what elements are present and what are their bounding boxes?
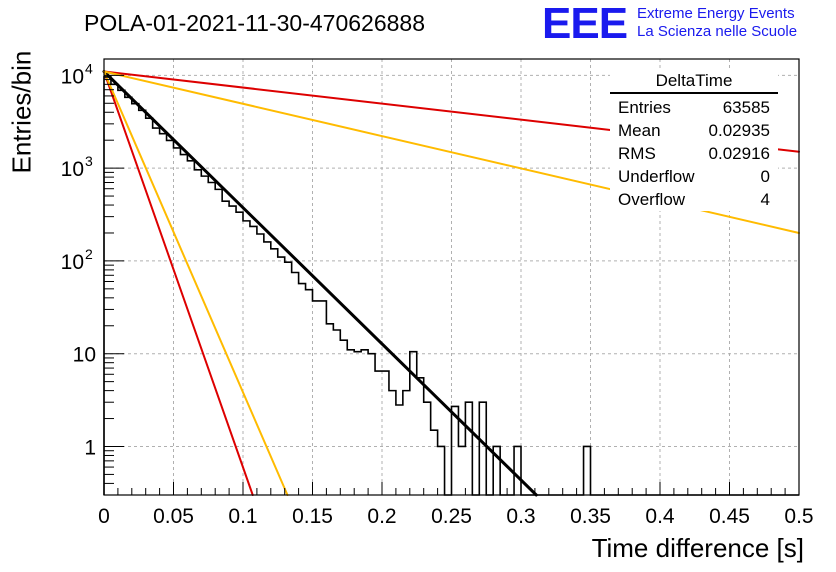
- y-tick-label: 1: [84, 436, 96, 459]
- stats-row: Overflow 4: [610, 188, 778, 211]
- x-tick-label: 0.05: [153, 505, 194, 528]
- x-tick-label: 0.35: [570, 505, 611, 528]
- stats-label: Overflow: [618, 190, 686, 209]
- y-tick-label: 10: [61, 158, 84, 181]
- x-tick-label: 0.45: [709, 505, 750, 528]
- stats-value: 0.02935: [708, 121, 770, 140]
- x-tick-label: 0: [98, 505, 110, 528]
- stats-label: Underflow: [618, 167, 695, 186]
- stats-label: Entries: [618, 98, 671, 117]
- x-axis-label: Time difference [s]: [591, 533, 804, 563]
- x-tick-label: 0.5: [784, 505, 813, 528]
- x-tick-label: 0.1: [228, 505, 257, 528]
- y-tick-exponent: 4: [85, 60, 93, 76]
- stats-row: RMS 0.02916: [610, 142, 778, 165]
- stats-value: 0.02916: [708, 144, 770, 163]
- x-tick-label: 0.25: [431, 505, 472, 528]
- fit-line: [103, 70, 289, 496]
- fit-line: [102, 69, 538, 497]
- x-tick-label: 0.4: [645, 505, 675, 528]
- stats-title: DeltaTime: [610, 70, 778, 94]
- x-tick-label: 0.3: [506, 505, 535, 528]
- y-tick-exponent: 3: [85, 153, 93, 169]
- y-tick-label: 10: [61, 65, 84, 88]
- chart-title: POLA-01-2021-11-30-470626888: [84, 10, 425, 36]
- y-tick-label: 10: [61, 251, 84, 274]
- fit-curves: [102, 69, 800, 497]
- axes: 0 0.05 0.1 0.15 0.2 0.25 0.3 0.35 0.4 0.45 0.5 1 10 1…: [61, 60, 814, 528]
- stats-label: Mean: [618, 121, 661, 140]
- stats-value: 0: [760, 167, 770, 186]
- logo-line-2: La Scienza nelle Scuole: [637, 23, 798, 40]
- stats-row: Entries 63585: [610, 96, 778, 119]
- stats-row: Mean 0.02935: [610, 119, 778, 142]
- y-tick-label: 10: [73, 344, 96, 367]
- eee-logo: EEE: [542, 0, 628, 48]
- stats-box: DeltaTime Entries 63585 Mean 0.02935 RMS 0.…: [610, 70, 778, 211]
- stats-value: 63585: [722, 98, 770, 117]
- stats-row: Underflow 0: [610, 165, 778, 188]
- logo-line-1: Extreme Energy Events: [637, 5, 795, 22]
- fit-line: [103, 70, 254, 496]
- x-tick-label: 0.2: [367, 505, 396, 528]
- stats-value: 4: [760, 190, 770, 209]
- y-axis-label: Entries/bin: [6, 50, 37, 174]
- y-tick-exponent: 2: [85, 246, 93, 262]
- x-tick-label: 0.15: [292, 505, 333, 528]
- stats-label: RMS: [618, 144, 656, 163]
